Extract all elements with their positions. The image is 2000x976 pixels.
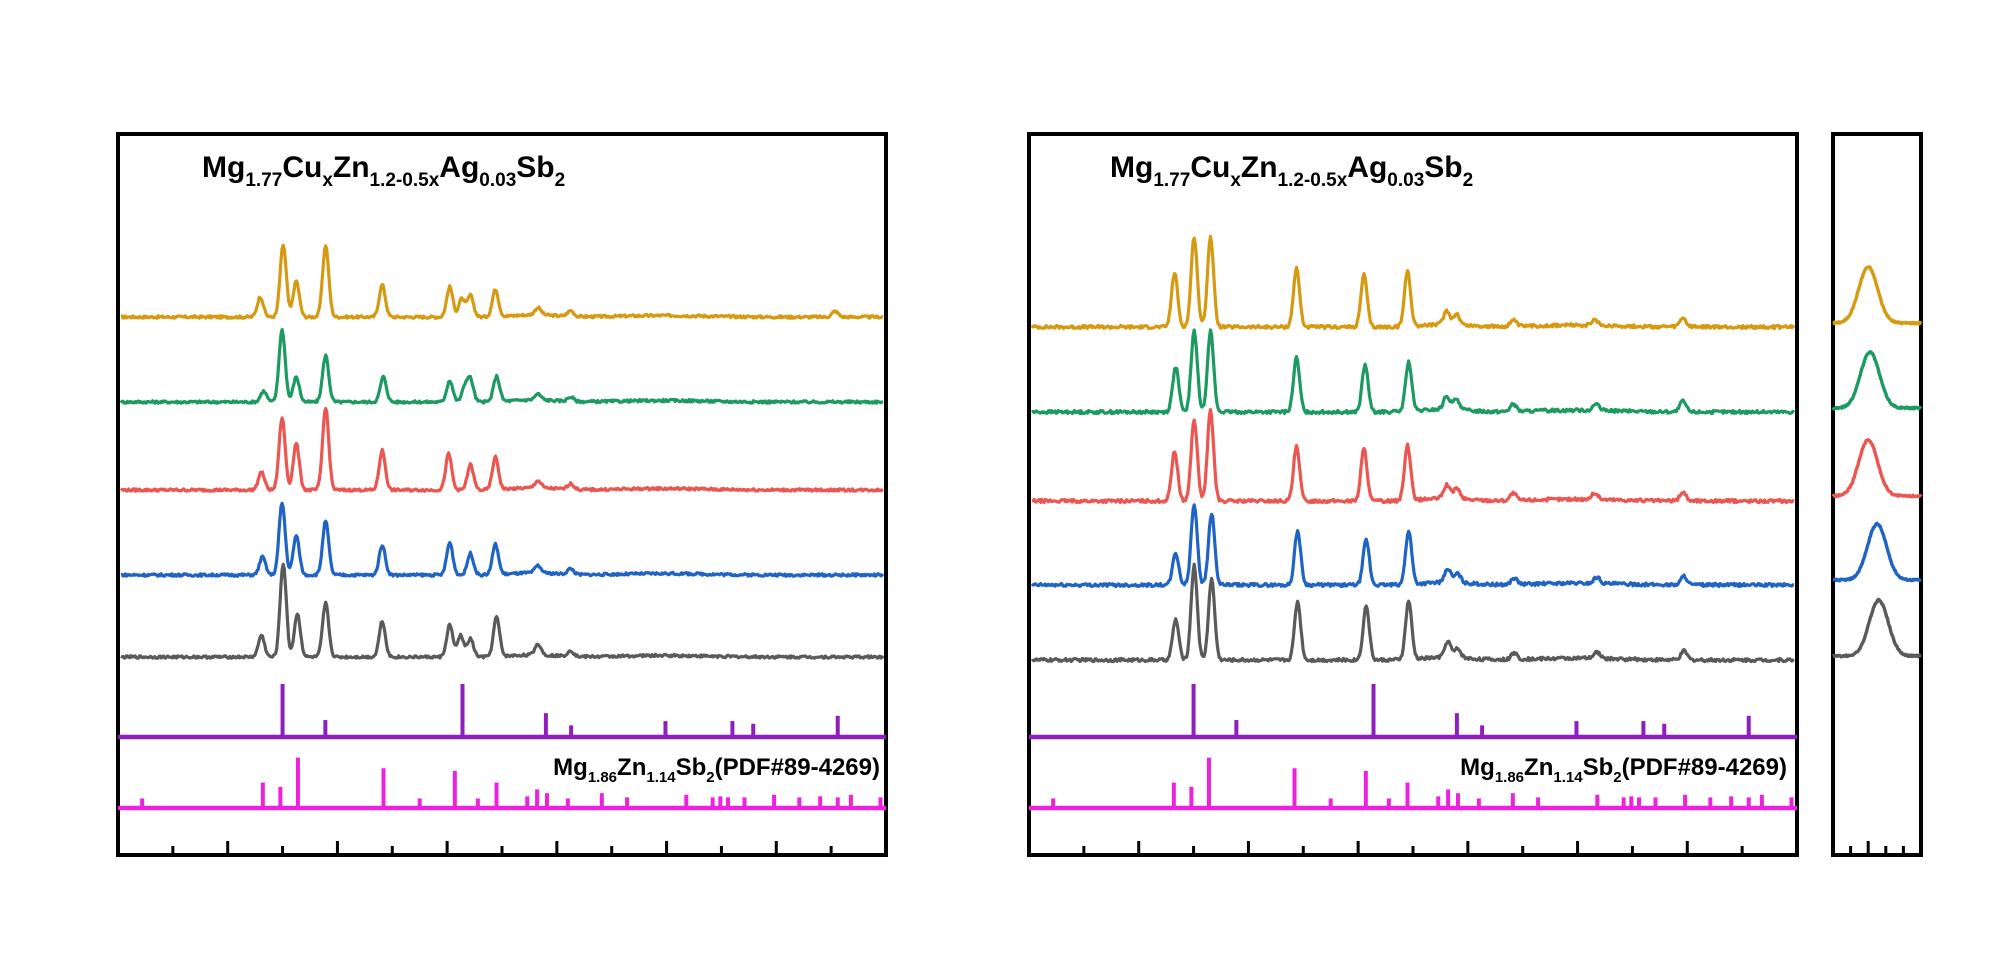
series-line — [1030, 234, 1796, 331]
subscript-text: 1.77 — [245, 170, 282, 191]
subscript-text: 1.14 — [1553, 769, 1583, 786]
formula-text: (PDF#89-4269) — [1622, 754, 1787, 781]
subscript-text: 0.03 — [1387, 170, 1424, 191]
formula-text: Cu — [282, 151, 322, 184]
formula-text: Zn — [333, 151, 370, 184]
series-line — [120, 562, 885, 660]
formula-text: Sb — [516, 151, 554, 184]
formula-text: Mg — [553, 754, 588, 781]
formula-text: Ag — [1347, 151, 1387, 184]
series-line — [119, 406, 884, 493]
formula-text: Zn — [1524, 754, 1553, 781]
series-line — [120, 501, 885, 578]
formula-text: Sb — [1424, 151, 1462, 184]
reference-label: Mg1.86Zn1.14Sb2(PDF#89-4269) — [1460, 754, 1787, 786]
formula-text: Mg — [1110, 151, 1153, 184]
series-line — [1031, 407, 1795, 505]
series-line — [1831, 438, 1923, 499]
panel-b: Mg1.77CuxZn1.2-0.5xAg0.03Sb2Mg1.86Zn1.14… — [1027, 132, 1799, 857]
subscript-text: x — [322, 170, 333, 191]
subscript-text: 0.03 — [479, 170, 516, 191]
subscript-text: 2 — [1463, 170, 1474, 191]
panel-a: Mg1.77CuxZn1.2-0.5xAg0.03Sb2Mg1.86Zn1.14… — [116, 132, 888, 857]
formula-text: Sb — [1583, 754, 1614, 781]
series-line — [119, 327, 884, 405]
subscript-text: x — [1230, 170, 1241, 191]
series-line — [1030, 328, 1796, 416]
subscript-text: 2 — [1613, 769, 1621, 786]
formula-text: Mg — [1460, 754, 1495, 781]
formula-text: Sb — [676, 754, 707, 781]
formula-text: Mg — [202, 151, 245, 184]
panel-c — [1831, 132, 1923, 857]
subscript-text: 1.2-0.5x — [370, 170, 440, 191]
subscript-text: 1.77 — [1153, 170, 1190, 191]
subscript-text: 1.14 — [646, 769, 676, 786]
formula-text: Cu — [1190, 151, 1230, 184]
formula-text: Zn — [617, 754, 646, 781]
formula-text: Zn — [1241, 151, 1278, 184]
series-line — [1030, 503, 1795, 589]
subscript-text: 2 — [555, 170, 566, 191]
subscript-text: 1.86 — [588, 769, 617, 786]
series-line — [1832, 265, 1923, 326]
formula-text: Ag — [439, 151, 479, 184]
panel-title: Mg1.77CuxZn1.2-0.5xAg0.03Sb2 — [1110, 151, 1473, 191]
subscript-text: 1.86 — [1495, 769, 1524, 786]
series-line — [120, 243, 884, 320]
formula-text: (PDF#89-4269) — [715, 754, 880, 781]
reference-label: Mg1.86Zn1.14Sb2(PDF#89-4269) — [553, 754, 880, 786]
series-line — [1832, 521, 1922, 583]
subscript-text: 2 — [706, 769, 714, 786]
subscript-text: 1.2-0.5x — [1278, 170, 1348, 191]
panel-title: Mg1.77CuxZn1.2-0.5xAg0.03Sb2 — [202, 151, 565, 191]
plot-frame — [116, 132, 888, 857]
series-line — [1832, 597, 1922, 659]
series-line — [1030, 562, 1795, 664]
series-line — [1831, 350, 1923, 411]
